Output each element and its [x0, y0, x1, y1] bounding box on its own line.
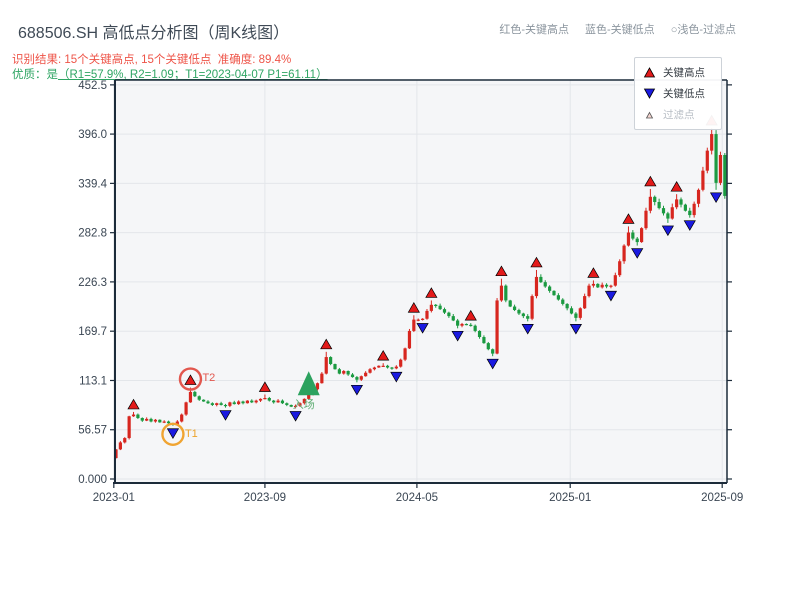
axis-ticks	[110, 84, 732, 488]
y-tick-label: 226.3	[78, 277, 107, 289]
y-tick-label: 339.4	[78, 178, 107, 190]
legend-filtered-label: 过滤点	[663, 109, 695, 121]
y-axis-labels: 0.000 56.57 113.1 169.7 226.3 282.8 339.4 396.0…	[78, 80, 107, 486]
x-axis-labels: 2023-01 2023-09 2024-05 2025-01 2025-09	[93, 492, 744, 504]
quality-detail: （R1=57.9%, R2=1.09；T1=2023-04-07 P1=61.1…	[58, 69, 328, 81]
key-low-triangle-icon	[643, 88, 656, 99]
note-low-label: 蓝色-关键低点	[585, 24, 655, 36]
legend-row-low: 关键低点	[643, 83, 713, 104]
quality-prefix: 优质：是	[12, 69, 58, 81]
page-title: 688506.SH 高低点分析图（周K线图）	[18, 25, 290, 42]
color-note: 红色-关键高点 蓝色-关键低点 ○浅色-过滤点	[499, 21, 736, 37]
y-tick-label: 452.5	[78, 80, 107, 92]
t2-annotation-label: T2	[202, 372, 216, 385]
y-tick-label: 282.8	[78, 228, 107, 240]
recognition-result-line: 识别结果: 15个关键高点, 15个关键低点 准确度: 89.4%	[12, 54, 292, 66]
y-tick-label: 169.7	[78, 326, 107, 338]
note-high-label: 红色-关键高点	[499, 24, 570, 36]
candlestick-series	[114, 127, 727, 459]
y-tick-label: 0.000	[78, 474, 107, 486]
y-tick-label: 396.0	[78, 129, 107, 141]
entry-annotation-label: 入场	[292, 399, 315, 412]
y-tick-label: 113.1	[79, 375, 107, 387]
note-filter-label: ○浅色-过滤点	[670, 24, 736, 36]
legend-high-label: 关键高点	[663, 67, 705, 79]
x-tick-label: 2024-05	[396, 492, 438, 504]
chart-legend: 关键高点 关键低点 过滤点	[634, 57, 722, 130]
x-tick-label: 2025-09	[701, 492, 743, 504]
entry-marker	[297, 371, 320, 396]
quality-line: 优质：是（R1=57.9%, R2=1.09；T1=2023-04-07 P1=…	[12, 66, 328, 82]
x-tick-label: 2023-09	[244, 492, 286, 504]
t1-annotation-label: T1	[184, 428, 198, 441]
grid	[113, 80, 727, 483]
key-high-triangle-icon	[643, 67, 656, 78]
x-tick-label: 2025-01	[549, 492, 591, 504]
legend-row-filtered: 过滤点	[643, 104, 713, 125]
legend-row-high: 关键高点	[643, 62, 713, 83]
t1-circle	[161, 422, 185, 446]
filtered-triangle-icon	[645, 111, 654, 119]
y-tick-label: 56.57	[78, 425, 107, 437]
t2-circle	[178, 367, 203, 391]
x-tick-label: 2023-01	[93, 492, 135, 504]
legend-low-label: 关键低点	[663, 88, 705, 100]
